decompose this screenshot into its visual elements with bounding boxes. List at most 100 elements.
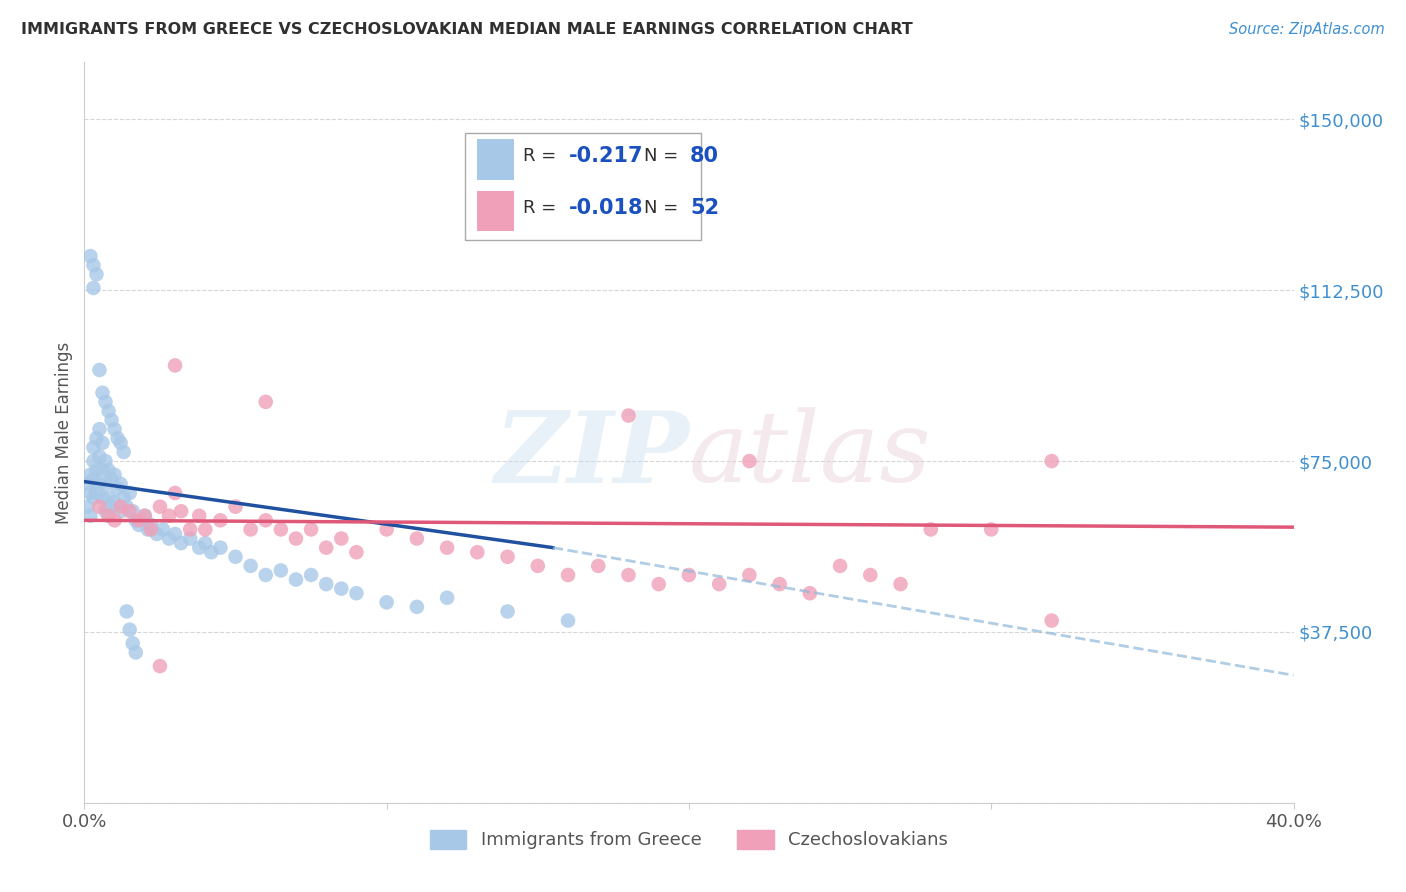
- Point: [97, 508, 120, 523]
- Point: [769, 577, 792, 591]
- Point: [97, 404, 120, 418]
- Point: [86, 268, 108, 282]
- Point: [557, 614, 579, 628]
- Point: [165, 486, 187, 500]
- Point: [82, 454, 104, 468]
- Point: [375, 523, 398, 537]
- Point: [91, 385, 114, 400]
- Point: [270, 523, 292, 537]
- Point: [125, 513, 148, 527]
- Point: [139, 517, 162, 532]
- Point: [200, 545, 222, 559]
- Point: [128, 517, 150, 532]
- Text: -0.018: -0.018: [569, 198, 644, 218]
- Point: [225, 500, 247, 514]
- Point: [239, 523, 262, 537]
- Point: [330, 532, 353, 546]
- Point: [830, 558, 852, 573]
- Point: [104, 495, 127, 509]
- Point: [134, 508, 156, 523]
- Point: [118, 486, 141, 500]
- Point: [121, 636, 143, 650]
- Legend: Immigrants from Greece, Czechoslovakians: Immigrants from Greece, Czechoslovakians: [423, 823, 955, 856]
- Point: [97, 463, 120, 477]
- Text: -0.217: -0.217: [569, 146, 644, 166]
- Point: [1040, 454, 1063, 468]
- Point: [149, 659, 172, 673]
- Point: [104, 467, 127, 482]
- Point: [557, 568, 579, 582]
- Point: [94, 504, 117, 518]
- Point: [146, 527, 169, 541]
- Point: [79, 486, 101, 500]
- Text: IMMIGRANTS FROM GREECE VS CZECHOSLOVAKIAN MEDIAN MALE EARNINGS CORRELATION CHART: IMMIGRANTS FROM GREECE VS CZECHOSLOVAKIA…: [21, 22, 912, 37]
- Point: [496, 549, 519, 564]
- Point: [94, 476, 117, 491]
- Point: [112, 491, 135, 505]
- Point: [118, 623, 141, 637]
- Point: [239, 558, 262, 573]
- Text: N =: N =: [644, 199, 685, 217]
- Point: [118, 504, 141, 518]
- Point: [315, 541, 337, 555]
- Text: R =: R =: [523, 199, 562, 217]
- Point: [179, 523, 201, 537]
- Point: [136, 523, 159, 537]
- Point: [94, 395, 117, 409]
- Point: [91, 435, 114, 450]
- Point: [299, 523, 322, 537]
- Point: [100, 413, 122, 427]
- Point: [270, 564, 292, 578]
- Point: [82, 441, 104, 455]
- Point: [285, 573, 308, 587]
- Point: [496, 604, 519, 618]
- Point: [165, 359, 187, 373]
- Point: [678, 568, 700, 582]
- Text: ZIP: ZIP: [494, 407, 689, 503]
- Point: [76, 476, 98, 491]
- Point: [170, 504, 193, 518]
- Point: [285, 532, 308, 546]
- Point: [315, 577, 337, 591]
- Point: [125, 645, 148, 659]
- Point: [330, 582, 353, 596]
- Point: [79, 467, 101, 482]
- Point: [254, 395, 277, 409]
- Point: [346, 586, 368, 600]
- Point: [115, 604, 138, 618]
- Point: [104, 513, 127, 527]
- Point: [91, 491, 114, 505]
- Point: [149, 500, 172, 514]
- Point: [209, 513, 232, 527]
- Point: [110, 500, 132, 514]
- Point: [1040, 614, 1063, 628]
- Point: [709, 577, 731, 591]
- Point: [375, 595, 398, 609]
- Point: [89, 450, 111, 464]
- Point: [254, 513, 277, 527]
- Point: [157, 532, 180, 546]
- Point: [436, 591, 458, 605]
- Point: [79, 508, 101, 523]
- Text: N =: N =: [644, 147, 685, 165]
- Point: [406, 599, 429, 614]
- Point: [97, 491, 120, 505]
- Point: [82, 281, 104, 295]
- Point: [107, 482, 129, 496]
- Point: [346, 545, 368, 559]
- Point: [110, 504, 132, 518]
- Point: [209, 541, 232, 555]
- Point: [170, 536, 193, 550]
- Point: [588, 558, 610, 573]
- Point: [254, 568, 277, 582]
- Point: [110, 476, 132, 491]
- Point: [225, 549, 247, 564]
- Point: [94, 454, 117, 468]
- Point: [100, 500, 122, 514]
- Point: [890, 577, 912, 591]
- Point: [299, 568, 322, 582]
- Point: [82, 258, 104, 272]
- Point: [617, 409, 640, 423]
- Point: [194, 523, 217, 537]
- Point: [89, 422, 111, 436]
